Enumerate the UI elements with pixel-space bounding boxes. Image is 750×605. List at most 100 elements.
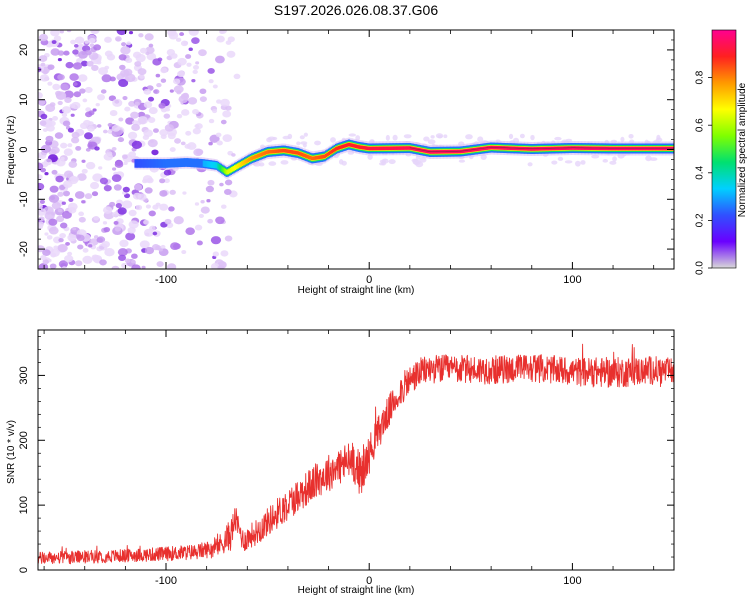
spectrogram-noise-point bbox=[143, 101, 153, 109]
spectrogram-noise-point bbox=[89, 43, 95, 48]
spectrogram-noise-point bbox=[67, 234, 77, 242]
spectrogram-noise-point bbox=[120, 46, 131, 55]
spectrogram-noise-point bbox=[69, 103, 76, 109]
spectrogram-noise-point bbox=[348, 133, 357, 137]
spectrogram-noise-point bbox=[215, 132, 222, 138]
spectrogram-track-cell bbox=[363, 146, 366, 150]
spectrogram-noise-point bbox=[50, 30, 60, 37]
spectrogram-noise-point bbox=[128, 209, 137, 217]
spectrogram-noise-point bbox=[104, 36, 112, 43]
spectrogram-noise-point bbox=[64, 170, 74, 178]
spectrogram-track-cell bbox=[144, 159, 147, 168]
spectrogram-noise-point bbox=[144, 187, 153, 194]
spectrogram-track-cell bbox=[293, 150, 296, 155]
spectrogram-track-cell bbox=[282, 148, 285, 153]
spectrogram-noise-point bbox=[314, 140, 321, 146]
spectrogram-noise-point bbox=[217, 265, 225, 269]
spectrogram-track-cell bbox=[316, 155, 319, 160]
spectrogram-track-cell bbox=[650, 146, 653, 151]
spectrogram-y-ticks: -20 -10 0 10 20 bbox=[18, 29, 674, 270]
spectrogram-track-cell bbox=[280, 148, 284, 153]
spectrogram-noise-point bbox=[78, 216, 86, 223]
spectrogram-track-cell bbox=[161, 159, 164, 168]
spectrogram-noise-point bbox=[118, 254, 127, 261]
spectrogram-noise-layer bbox=[38, 30, 669, 269]
spectrogram-noise-point bbox=[60, 142, 68, 149]
spectrogram-noise-point bbox=[185, 54, 192, 59]
spectrogram-track-cell bbox=[637, 146, 641, 151]
spectrogram-noise-point bbox=[69, 73, 79, 81]
spectrogram-noise-point bbox=[156, 82, 162, 88]
spectrogram-noise-point bbox=[169, 189, 176, 195]
spectrogram-track-cell bbox=[643, 146, 646, 151]
colorbar-tick-label: 0.4 bbox=[695, 165, 706, 179]
spectrogram-noise-point bbox=[388, 159, 396, 165]
spectrogram-track-cell bbox=[376, 146, 379, 151]
spectrogram-track-cell bbox=[401, 146, 405, 150]
spectrogram-noise-point bbox=[557, 156, 564, 161]
spectrogram-track-cell bbox=[178, 158, 181, 168]
spectrogram-track-cell bbox=[147, 159, 150, 168]
spectrogram-noise-point bbox=[367, 154, 373, 160]
figure-title: S197.2026.026.08.37.G06 bbox=[274, 2, 438, 18]
spectrogram-noise-point bbox=[191, 37, 200, 45]
spectrogram-noise-point bbox=[104, 50, 113, 57]
spectrogram-track-cell bbox=[342, 144, 345, 149]
spectrogram-noise-point bbox=[91, 64, 99, 71]
spectrogram-track-cell bbox=[474, 147, 477, 152]
spectrogram-noise-point bbox=[144, 246, 155, 255]
spectrogram-track-cell bbox=[386, 146, 389, 151]
spectrogram-track-cell bbox=[228, 168, 231, 174]
spectrogram-noise-point bbox=[191, 78, 196, 83]
spectrogram-noise-point bbox=[79, 88, 86, 94]
spectrogram-noise-point bbox=[52, 83, 61, 91]
snr-x-ticks: -100 0 100 bbox=[43, 330, 655, 587]
spectrogram-track-cell bbox=[657, 146, 661, 151]
spectrogram-noise-point bbox=[121, 263, 128, 269]
spectrogram-track-cell bbox=[246, 158, 250, 163]
spectrogram-noise-point bbox=[115, 37, 121, 42]
spectrogram-track-cell bbox=[440, 150, 443, 154]
spectrogram-track-cell bbox=[317, 155, 321, 160]
spectrogram-noise-point bbox=[96, 60, 102, 65]
spectrogram-signal-track bbox=[134, 137, 674, 179]
spectrogram-noise-point bbox=[160, 67, 168, 74]
spectrogram-track-cell bbox=[461, 149, 464, 153]
spectrogram-noise-point bbox=[185, 130, 192, 136]
spectrogram-noise-point bbox=[169, 89, 174, 93]
snr-series-line bbox=[38, 343, 674, 565]
spectrogram-track-cell bbox=[204, 160, 207, 167]
spectrogram-track-cell bbox=[305, 154, 308, 158]
spectrogram-noise-point bbox=[210, 236, 222, 245]
spectrogram-track-cell bbox=[145, 159, 149, 168]
spectrogram-y-tick-label: -10 bbox=[18, 191, 30, 207]
spectrogram-y-tick-label: -20 bbox=[18, 241, 30, 257]
spectrogram-noise-point bbox=[49, 263, 57, 269]
spectrogram-track-cell bbox=[285, 149, 288, 153]
spectrogram-noise-point bbox=[104, 65, 110, 70]
spectrogram-noise-point bbox=[57, 191, 64, 197]
spectrogram-noise-point bbox=[59, 184, 66, 190]
spectrogram-track-cell bbox=[588, 146, 591, 150]
spectrogram-noise-point bbox=[38, 182, 45, 191]
spectrogram-track-cell bbox=[299, 152, 302, 156]
spectrogram-noise-point bbox=[82, 255, 93, 264]
spectrogram-noise-point bbox=[84, 86, 93, 94]
spectrogram-track-cell bbox=[623, 146, 626, 151]
spectrogram-noise-point bbox=[103, 226, 111, 233]
spectrogram-noise-point bbox=[152, 231, 158, 236]
spectrogram-noise-point bbox=[67, 143, 73, 148]
spectrogram-noise-point bbox=[39, 120, 47, 126]
spectrogram-track-cell bbox=[312, 156, 315, 161]
spectrogram-noise-point bbox=[118, 117, 124, 122]
spectrogram-noise-point bbox=[159, 190, 168, 197]
spectrogram-noise-point bbox=[645, 155, 652, 162]
spectrogram-noise-point bbox=[127, 226, 136, 234]
spectrogram-noise-point bbox=[137, 193, 147, 201]
spectrogram-track-cell bbox=[137, 159, 140, 168]
spectrogram-track-cell bbox=[313, 156, 316, 160]
spectrogram-track-cell bbox=[616, 146, 619, 151]
spectrogram-track-centerline bbox=[409, 146, 674, 152]
spectrogram-track-cell bbox=[172, 158, 176, 168]
